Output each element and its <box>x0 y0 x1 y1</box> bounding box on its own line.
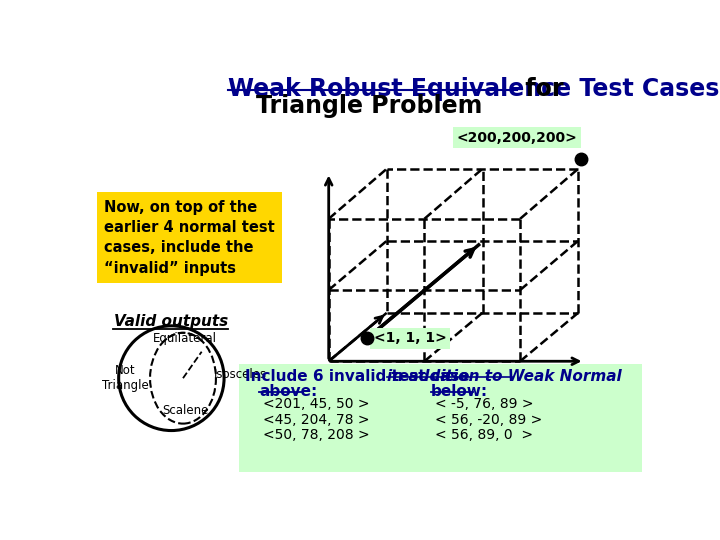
Text: Include 6 invalid test case: Include 6 invalid test case <box>245 369 475 384</box>
Text: Not
Triangle: Not Triangle <box>102 364 148 392</box>
Text: in addition to Weak Normal: in addition to Weak Normal <box>387 369 622 384</box>
Text: < -5, 76, 89 >: < -5, 76, 89 > <box>435 397 534 411</box>
Text: above:: above: <box>259 384 318 400</box>
Text: for: for <box>517 77 564 101</box>
Text: <1, 1, 1>: <1, 1, 1> <box>374 331 446 345</box>
Text: <200,200,200>: <200,200,200> <box>456 131 577 145</box>
Text: <50, 78, 208 >: <50, 78, 208 > <box>263 428 369 442</box>
FancyBboxPatch shape <box>239 364 642 472</box>
Text: <201, 45, 50 >: <201, 45, 50 > <box>263 397 369 411</box>
Text: Weak Robust Equivalence Test Cases: Weak Robust Equivalence Test Cases <box>228 77 719 101</box>
Text: Now, on top of the
earlier 4 normal test
cases, include the
“invalid” inputs: Now, on top of the earlier 4 normal test… <box>104 200 275 276</box>
Text: Isosceles: Isosceles <box>214 368 267 381</box>
Text: Valid outputs: Valid outputs <box>114 314 228 329</box>
Text: Scalene: Scalene <box>162 404 209 417</box>
Text: Equilateral: Equilateral <box>153 332 217 345</box>
Text: Triangle Problem: Triangle Problem <box>256 94 482 118</box>
Text: <45, 204, 78 >: <45, 204, 78 > <box>263 413 369 427</box>
Text: below:: below: <box>431 384 488 400</box>
Text: < 56, -20, 89 >: < 56, -20, 89 > <box>435 413 542 427</box>
Text: < 56, 89, 0  >: < 56, 89, 0 > <box>435 428 533 442</box>
